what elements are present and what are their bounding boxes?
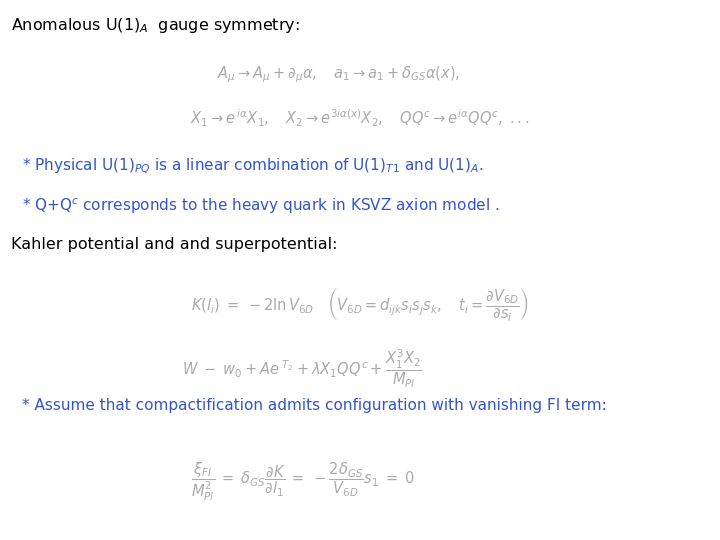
- Text: $W \;-\; w_0 + Ae^{\; T_2} + \lambda X_1 QQ^c + \dfrac{X_1^3 X_2}{M_{Pl}}$: $W \;-\; w_0 + Ae^{\; T_2} + \lambda X_1…: [182, 347, 423, 390]
- Text: $A_{\mu} \rightarrow A_{\mu} + \partial_{\mu}\alpha, \quad a_1 \rightarrow a_1 +: $A_{\mu} \rightarrow A_{\mu} + \partial_…: [217, 65, 460, 85]
- Text: $K(l_i) \;=\; -2\ln V_{6D} \quad \left( V_{6D} = d_{ijk}s_i s_j s_k, \quad t_i =: $K(l_i) \;=\; -2\ln V_{6D} \quad \left( …: [191, 286, 529, 323]
- Text: $\dfrac{\xi_{FI}}{M_{Pl}^2} \;=\; \delta_{GS}\dfrac{\partial K}{\partial l_1} \;: $\dfrac{\xi_{FI}}{M_{Pl}^2} \;=\; \delta…: [191, 460, 414, 503]
- Text: Anomalous U(1)$_{A}$  gauge symmetry:: Anomalous U(1)$_{A}$ gauge symmetry:: [11, 16, 300, 35]
- Text: * Assume that compactification admits configuration with vanishing FI term:: * Assume that compactification admits co…: [22, 398, 606, 413]
- Text: * Physical U(1)$_{PQ}$ is a linear combination of U(1)$_{T1}$ and U(1)$_{A}$.: * Physical U(1)$_{PQ}$ is a linear combi…: [22, 157, 483, 176]
- Text: Kahler potential and and superpotential:: Kahler potential and and superpotential:: [11, 237, 337, 252]
- Text: * Q+Q$^c$ corresponds to the heavy quark in KSVZ axion model .: * Q+Q$^c$ corresponds to the heavy quark…: [22, 196, 499, 215]
- Text: $X_1 \rightarrow e^{\, i\alpha}X_1, \quad X_2 \rightarrow e^{3i\alpha(x)}X_2, \q: $X_1 \rightarrow e^{\, i\alpha}X_1, \qua…: [190, 108, 530, 130]
